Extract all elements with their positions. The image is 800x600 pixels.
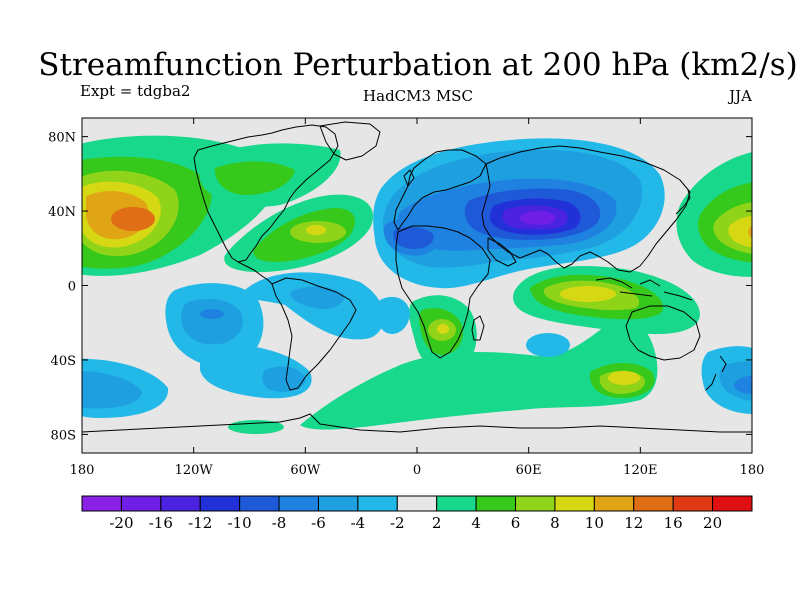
x-tick-label: 0 <box>413 463 421 478</box>
x-tick-label: 60W <box>290 463 321 478</box>
colorbar-swatch <box>593 495 635 512</box>
colorbar-label: -12 <box>188 514 212 532</box>
east-south-pacific-low <box>701 346 752 414</box>
y-tick-label: 40N <box>48 205 76 220</box>
colorbar-swatch <box>712 495 753 512</box>
colorbar-swatch <box>199 495 241 512</box>
coast-antarctica <box>82 413 752 433</box>
colorbar-label: 16 <box>664 514 683 532</box>
colorbar-swatch <box>475 495 517 512</box>
coast-south-america <box>271 277 357 391</box>
colorbar-swatch <box>633 495 674 512</box>
x-tick-label: 60E <box>516 463 542 478</box>
x-axis: 180 120W 60W 0 60E 120E 180 <box>70 118 765 478</box>
experiment-label: Expt = tdgba2 <box>80 82 190 100</box>
coast-indonesia <box>595 277 693 301</box>
colorbar-swatch <box>396 495 438 512</box>
colorbar: -20 -16 -12 -10 -8 -6 -4 -2 2 4 6 8 10 12 16 20 <box>81 495 753 532</box>
x-tick-label: 180 <box>70 463 95 478</box>
colorbar-label: -16 <box>149 514 173 532</box>
coast-north-america <box>193 124 339 263</box>
colorbar-swatch <box>357 495 398 512</box>
colorbar-label: -20 <box>109 514 133 532</box>
colorbar-label: -10 <box>228 514 252 532</box>
colorbar-swatch <box>278 495 319 512</box>
season-label: JJA <box>727 87 752 105</box>
southern-positive-belt <box>300 319 658 430</box>
colorbar-label: -2 <box>390 514 405 532</box>
colorbar-swatch <box>81 495 122 512</box>
colorbar-label: 12 <box>624 514 643 532</box>
colorbar-label: 10 <box>585 514 604 532</box>
x-tick-label: 120W <box>175 463 214 478</box>
coast-madagascar <box>471 315 485 341</box>
colorbar-label: 2 <box>432 514 442 532</box>
coastlines <box>82 121 752 433</box>
west-south-pacific-low <box>82 358 169 418</box>
x-tick-label: 120E <box>623 463 657 478</box>
coast-central-america <box>237 261 273 285</box>
colorbar-swatch <box>515 495 556 512</box>
coast-asia <box>481 145 691 273</box>
y-tick-label: 40S <box>51 354 76 369</box>
colorbar-label: 6 <box>511 514 521 532</box>
coast-greenland <box>319 121 381 161</box>
coast-new-zealand <box>705 355 727 391</box>
model-label: HadCM3 MSC <box>363 87 473 105</box>
coast-uk <box>403 169 415 187</box>
colorbar-label: -6 <box>311 514 326 532</box>
colorbar-label: 4 <box>471 514 481 532</box>
colorbar-swatch <box>436 495 477 512</box>
colorbar-swatch <box>554 495 595 512</box>
coast-europe <box>393 149 487 231</box>
colorbar-swatch <box>239 495 280 512</box>
north-atlantic-low <box>383 217 444 256</box>
colorbar-swatch <box>120 495 162 512</box>
eurasian-low <box>373 138 665 289</box>
coast-arabia <box>487 237 517 267</box>
colorbar-label: -4 <box>351 514 366 532</box>
colorbar-label: 8 <box>550 514 560 532</box>
coast-africa <box>395 225 491 359</box>
chart-title: Streamfunction Perturbation at 200 hPa (… <box>38 47 797 83</box>
y-tick-label: 0 <box>68 280 76 295</box>
southern-africa-high <box>409 295 477 373</box>
y-tick-label: 80N <box>48 131 76 146</box>
y-axis: 80N 40N 0 40S 80S <box>48 131 752 443</box>
arctic-canada-high <box>200 143 341 207</box>
indian-ocean-low <box>526 333 570 357</box>
colorbar-swatch <box>672 495 714 512</box>
maritime-continent-high <box>513 266 700 335</box>
coast-australia <box>625 305 701 361</box>
coast-japan <box>675 189 691 215</box>
colorbar-swatch <box>317 495 359 512</box>
y-tick-label: 80S <box>51 428 76 443</box>
map-panel: 180 120W 60W 0 60E 120E 180 80N 40N 0 40S 80S <box>48 117 765 478</box>
colorbar-label: 20 <box>703 514 722 532</box>
x-tick-label: 180 <box>740 463 765 478</box>
atlantic-high <box>224 194 374 273</box>
south-atlantic-low <box>375 296 410 335</box>
colorbar-label: -8 <box>272 514 287 532</box>
southern-americas-low <box>200 343 312 399</box>
west-pacific-high <box>676 152 752 277</box>
contour-fills <box>82 135 752 434</box>
colorbar-swatch <box>160 495 201 512</box>
